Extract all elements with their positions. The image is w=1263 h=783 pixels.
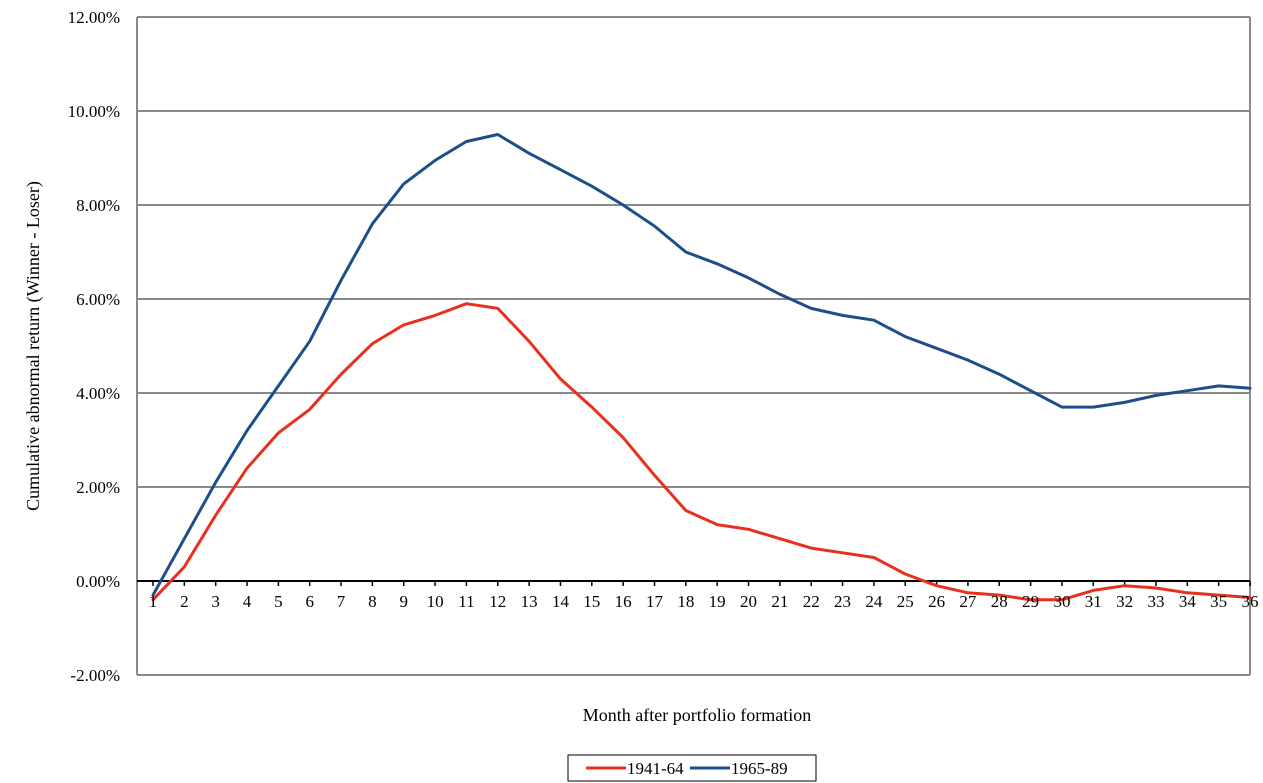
legend-label: 1965-89 [731, 759, 788, 778]
x-tick-label: 2 [180, 592, 189, 611]
y-tick-label: 8.00% [76, 196, 120, 215]
x-axis-title: Month after portfolio formation [583, 705, 811, 725]
x-tick-label: 14 [552, 592, 570, 611]
x-tick-label: 3 [211, 592, 220, 611]
x-tick-label: 9 [399, 592, 408, 611]
x-tick-label: 21 [771, 592, 788, 611]
x-tick-label: 20 [740, 592, 757, 611]
gridlines [137, 16, 1250, 676]
y-tick-label: 2.00% [76, 478, 120, 497]
x-tick-label: 32 [1116, 592, 1133, 611]
x-tick-label: 8 [368, 592, 377, 611]
x-tick-label: 18 [677, 592, 694, 611]
x-tick-label: 6 [305, 592, 314, 611]
x-tick-label: 33 [1147, 592, 1164, 611]
x-tick-label: 10 [427, 592, 444, 611]
x-tick-label: 27 [959, 592, 977, 611]
legend: 1941-64 1965-89 [567, 754, 817, 782]
x-tick-label: 24 [865, 592, 883, 611]
x-tick-label: 29 [1022, 592, 1039, 611]
x-tick-label: 26 [928, 592, 945, 611]
x-tick-label: 11 [458, 592, 474, 611]
y-tick-label: 0.00% [76, 572, 120, 591]
y-axis-title: Cumulative abnormal return (Winner - Los… [23, 181, 44, 511]
x-tick-label: 5 [274, 592, 283, 611]
y-tick-label: 6.00% [76, 290, 120, 309]
y-tick-label: 10.00% [68, 102, 120, 121]
x-tick-label: 31 [1085, 592, 1102, 611]
series-line-1965-89 [151, 133, 1252, 597]
tick-labels: 12.00% 10.00% 8.00% 6.00% 4.00% 2.00% 0.00% -2.… [68, 8, 1259, 685]
x-tick-label: 30 [1053, 592, 1070, 611]
x-tick-label: 35 [1210, 592, 1227, 611]
legend-items: 1941-64 1965-89 [586, 759, 788, 778]
x-tick-label: 12 [489, 592, 506, 611]
x-tick-label: 17 [646, 592, 664, 611]
y-tick-label: -2.00% [70, 666, 120, 685]
x-tick-label: 1 [149, 592, 158, 611]
x-tick-label: 7 [337, 592, 346, 611]
x-tick-label: 15 [583, 592, 600, 611]
y-tick-label: 4.00% [76, 384, 120, 403]
x-tick-label: 22 [803, 592, 820, 611]
x-tick-label: 28 [991, 592, 1008, 611]
x-tick-label: 13 [521, 592, 538, 611]
x-tick-label: 25 [897, 592, 914, 611]
x-tick-label: 34 [1179, 592, 1197, 611]
y-tick-label: 12.00% [68, 8, 120, 27]
x-tick-label: 4 [243, 592, 252, 611]
axes [136, 17, 1251, 675]
series-line-1941-64 [151, 302, 1252, 602]
x-tick-label: 23 [834, 592, 851, 611]
series-lines [151, 133, 1252, 602]
legend-label: 1941-64 [627, 759, 684, 778]
x-tick-label: 36 [1242, 592, 1259, 611]
x-tick-label: 16 [615, 592, 632, 611]
x-tick-label: 19 [709, 592, 726, 611]
